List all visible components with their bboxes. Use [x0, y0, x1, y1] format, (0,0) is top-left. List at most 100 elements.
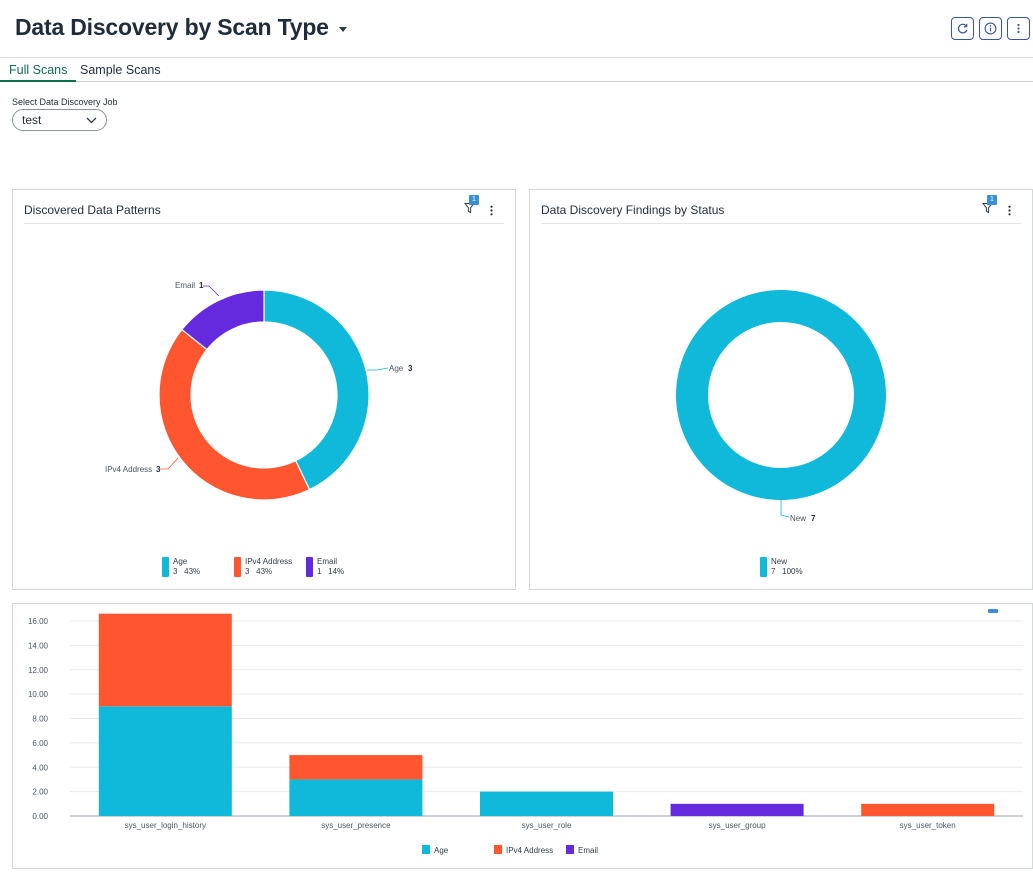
y-tick-label: 6.00 [32, 739, 48, 748]
y-axis-ticks: 0.00 2.00 4.00 6.00 8.00 10.00 12.00 14.00 16.00 [28, 617, 49, 821]
info-icon [984, 22, 997, 35]
more-options-button[interactable] [1007, 17, 1030, 40]
donut-slice-ipv4-address[interactable] [158, 328, 311, 501]
y-tick-label: 16.00 [28, 617, 49, 626]
card-title: Discovered Data Patterns [24, 203, 161, 217]
filter-count-badge: 1 [987, 195, 997, 205]
legend-label[interactable]: Age [434, 846, 449, 855]
status-card: Data Discovery Findings by Status 1 New … [529, 189, 1033, 590]
filter-button[interactable]: 1 [463, 195, 479, 219]
job-select-value: test [22, 113, 42, 127]
more-vertical-icon [1017, 23, 1020, 34]
chevron-down-icon [86, 117, 97, 124]
y-tick-label: 8.00 [32, 715, 48, 724]
bar-ipv4-address-sys_user_login_history[interactable] [98, 613, 232, 707]
legend-detail: 3 43% [245, 567, 273, 576]
callout-value: 7 [811, 514, 816, 523]
info-button[interactable] [979, 17, 1002, 40]
bar-age-sys_user_presence[interactable] [289, 779, 423, 816]
donut-slice-age[interactable] [263, 289, 370, 491]
x-tick-label: sys_user_presence [321, 821, 391, 830]
legend-swatch [760, 557, 767, 577]
callout-new: New 7 [780, 500, 816, 523]
filter-count-badge: 1 [469, 195, 479, 205]
patterns-donut-chart: Email 1 Age 3 IPv4 Address 3 [105, 281, 413, 501]
refresh-icon [957, 23, 968, 34]
job-select-label: Select Data Discovery Job [12, 97, 118, 107]
donut-slice-email[interactable] [181, 289, 265, 351]
y-tick-label: 14.00 [28, 641, 49, 650]
callout-email: Email 1 [175, 281, 220, 297]
callout-line [780, 500, 790, 518]
legend-label: New [771, 557, 788, 566]
callout-value: 1 [199, 281, 204, 290]
more-vertical-icon [1008, 205, 1011, 216]
callout-line [367, 367, 389, 371]
legend-label[interactable]: Email [578, 846, 598, 855]
legend-item-email[interactable]: Email 1 14% [306, 557, 344, 577]
filter-button[interactable]: 1 [981, 195, 997, 219]
legend-swatch[interactable] [422, 845, 430, 854]
tab-full-scans[interactable]: Full Scans [0, 58, 77, 82]
chevron-down-icon [338, 26, 347, 32]
callout-value: 3 [408, 364, 413, 373]
y-tick-label: 0.00 [32, 812, 48, 821]
status-donut-chart: New 7 [676, 290, 886, 523]
callout-label: IPv4 Address [105, 465, 152, 474]
donut-slices [676, 290, 886, 500]
y-tick-label: 4.00 [32, 763, 48, 772]
x-tick-label: sys_user_group [709, 821, 766, 830]
legend-item-age[interactable]: Age 3 43% [162, 557, 200, 577]
bar-ipv4-address-sys_user_presence[interactable] [289, 755, 423, 780]
donut-slices [158, 289, 370, 501]
legend-detail: 3 43% [173, 567, 201, 576]
legend-item-new[interactable]: New 7 100% [760, 557, 803, 577]
job-select-dropdown[interactable]: test [12, 109, 107, 131]
page-header: Data Discovery by Scan Type [0, 0, 1033, 58]
x-tick-label: sys_user_role [522, 821, 572, 830]
filter-icon[interactable] [988, 609, 998, 613]
callout-label: Age [389, 364, 404, 373]
more-vertical-icon [490, 205, 493, 216]
legend-item-ipv4[interactable]: IPv4 Address 3 43% [234, 557, 292, 577]
card-more-button[interactable] [489, 203, 494, 221]
tab-sample-scans[interactable]: Sample Scans [80, 63, 161, 77]
y-tick-label: 12.00 [28, 666, 49, 675]
legend-swatch [306, 557, 313, 577]
donut-slice-new[interactable] [676, 290, 886, 500]
callout-ipv4: IPv4 Address 3 [105, 457, 179, 474]
x-tick-label: sys_user_login_history [125, 821, 206, 830]
bar-age-sys_user_login_history[interactable] [98, 706, 232, 816]
legend-label: Age [173, 557, 188, 566]
legend-label: IPv4 Address [245, 557, 293, 566]
callout-label: Email [175, 281, 195, 290]
legend-detail: 7 100% [771, 567, 803, 576]
bar-age-sys_user_role[interactable] [480, 791, 613, 816]
callout-line [203, 285, 220, 297]
card-more-button[interactable] [1007, 203, 1012, 221]
header-actions [951, 17, 1030, 40]
bar-chart-card: 0.00 2.00 4.00 6.00 8.00 10.00 12.00 14.00 16.00… [12, 603, 1033, 869]
bar-series [98, 613, 995, 816]
y-tick-label: 2.00 [32, 788, 48, 797]
divider [24, 223, 504, 224]
stacked-bar-chart: 0.00 2.00 4.00 6.00 8.00 10.00 12.00 14.00 16.00… [28, 613, 1023, 855]
legend-label[interactable]: IPv4 Address [506, 846, 553, 855]
refresh-button[interactable] [951, 17, 974, 40]
callout-label: New [790, 514, 806, 523]
legend-swatch[interactable] [566, 845, 574, 854]
legend-swatch[interactable] [494, 845, 502, 854]
scan-type-tabs: Full Scans Sample Scans [0, 58, 1033, 82]
x-tick-label: sys_user_token [900, 821, 956, 830]
legend-swatch [162, 557, 169, 577]
legend-detail: 1 14% [317, 567, 345, 576]
callout-age: Age 3 [367, 364, 413, 373]
bar-ipv4-address-sys_user_token[interactable] [861, 803, 995, 816]
callout-value: 3 [156, 465, 161, 474]
divider [541, 223, 1021, 224]
legend-label: Email [317, 557, 338, 566]
x-axis-ticks: sys_user_login_history sys_user_presence s… [125, 821, 956, 830]
legend-swatch [234, 557, 241, 577]
bar-email-sys_user_group[interactable] [670, 803, 804, 816]
dashboard-title-dropdown[interactable]: Data Discovery by Scan Type [15, 14, 347, 41]
